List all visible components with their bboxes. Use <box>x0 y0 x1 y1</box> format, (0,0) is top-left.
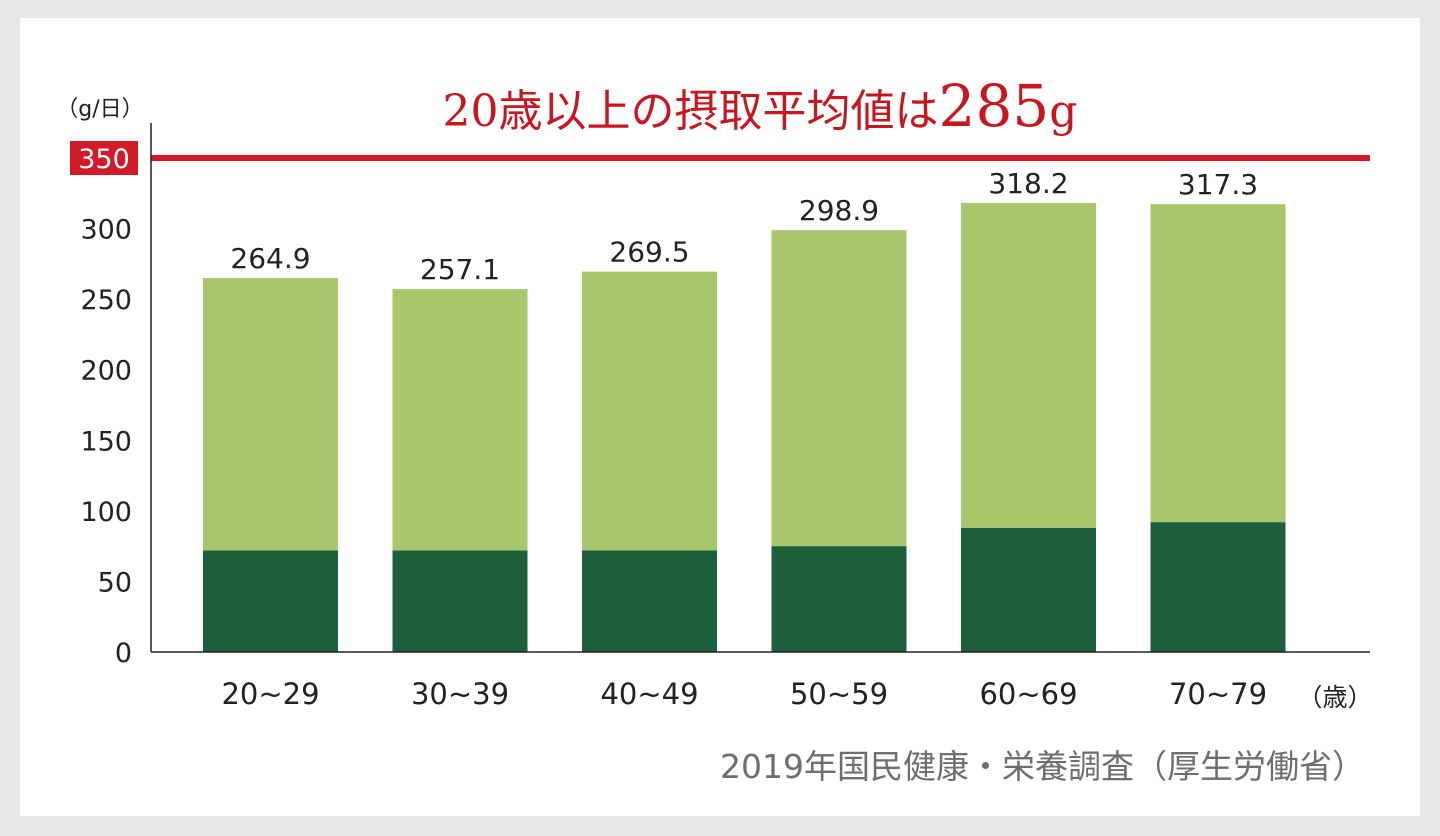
chart-panel: 20歳以上の摂取平均値は285g （g/日） 0 50 100 150 200 250 30… <box>20 18 1420 816</box>
headline-unit: g <box>1049 86 1077 137</box>
bar-segment-top <box>961 202 1096 528</box>
bar-value-label: 317.3 <box>1178 168 1258 201</box>
y-tick-label: 200 <box>80 356 132 387</box>
bar-value-label: 269.5 <box>609 236 689 269</box>
bar-segment-bottom <box>961 527 1096 652</box>
x-tick-label: 50~59 <box>790 677 888 711</box>
x-axis-unit: （歳） <box>1297 683 1372 712</box>
x-tick-label: 70~79 <box>1169 677 1267 711</box>
source-note: 2019年国民健康・栄養調査（厚生労働省） <box>720 747 1365 786</box>
target-line-group: 350 <box>70 141 1370 175</box>
x-tick-label: 40~49 <box>600 677 698 711</box>
bar-segment-bottom <box>203 550 338 652</box>
bar-segment-bottom <box>582 550 717 652</box>
y-axis-unit: （g/日） <box>56 97 143 122</box>
bar-segment-bottom <box>392 550 528 652</box>
x-axis-labels: 20~29 30~39 40~49 50~59 60~69 70~79 <box>221 677 1267 711</box>
bar-value-label: 298.9 <box>799 194 879 227</box>
headline-text: 20歳以上の摂取平均値は <box>443 86 939 137</box>
y-tick-label: 300 <box>80 215 132 246</box>
bar-value-label: 264.9 <box>230 242 310 275</box>
x-tick-label: 60~69 <box>979 677 1077 711</box>
y-tick-label: 0 <box>115 638 132 669</box>
target-label: 350 <box>78 144 130 175</box>
x-tick-label: 30~39 <box>411 677 509 711</box>
bar-segment-bottom <box>1150 522 1286 652</box>
y-tick-label: 250 <box>80 285 132 316</box>
bar-segment-top <box>582 271 717 551</box>
bar-chart: 20歳以上の摂取平均値は285g （g/日） 0 50 100 150 200 250 30… <box>56 72 1372 786</box>
bar-segment-top <box>1150 204 1286 523</box>
bar-segment-top <box>392 289 528 551</box>
bar-segment-top <box>203 278 338 551</box>
y-axis-ticks: 0 50 100 150 200 250 300 <box>80 215 132 669</box>
y-tick-label: 50 <box>98 567 132 598</box>
bars: 264.9 257.1 269.5 298.9 318.2 317.3 <box>203 167 1286 652</box>
chart-headline: 20歳以上の摂取平均値は285g <box>443 72 1078 140</box>
x-tick-label: 20~29 <box>221 677 319 711</box>
bar-segment-top <box>771 230 907 547</box>
bar-value-label: 257.1 <box>420 253 500 286</box>
bar-segment-bottom <box>771 546 907 652</box>
y-tick-label: 150 <box>80 426 132 457</box>
target-label-bg <box>70 141 138 175</box>
bar-value-label: 318.2 <box>988 167 1068 200</box>
y-tick-label: 100 <box>80 497 132 528</box>
headline-value: 285 <box>939 72 1050 140</box>
